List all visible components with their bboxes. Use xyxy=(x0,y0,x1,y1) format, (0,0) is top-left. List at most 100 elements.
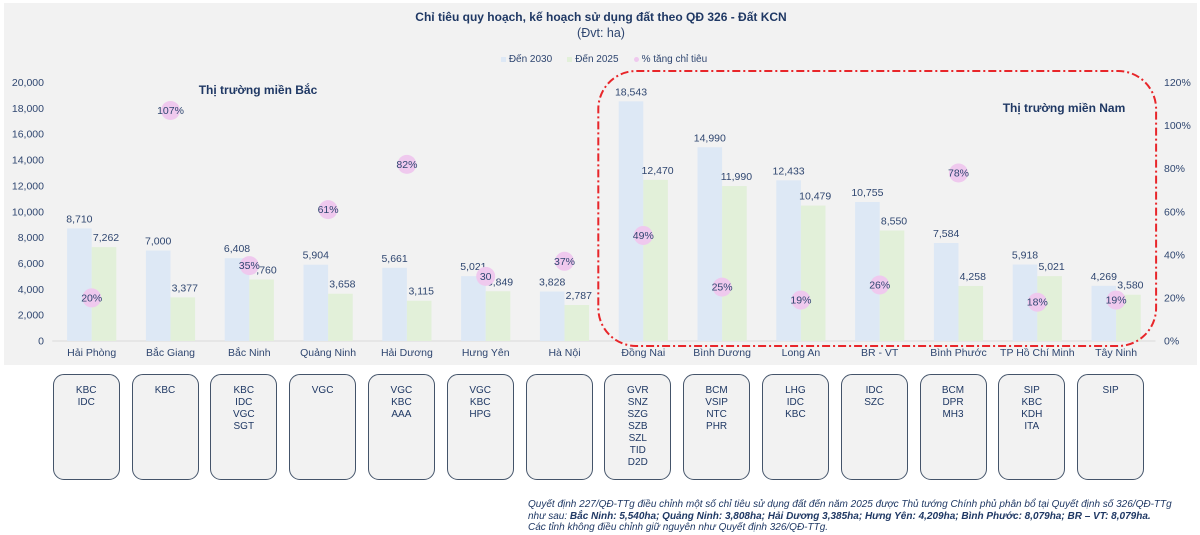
ticker-label: KDH xyxy=(1021,409,1043,420)
data-label-2030: 4,269 xyxy=(1091,271,1117,283)
percent-increase-marker xyxy=(712,277,732,297)
data-label-2030: 14,990 xyxy=(694,132,726,144)
x-axis-category-label: Đồng Nai xyxy=(621,347,665,359)
ticker-label: IDC xyxy=(865,385,883,396)
x-axis-category-label: Bình Phước xyxy=(930,347,987,359)
ticker-label: KBC xyxy=(233,385,255,396)
y-axis-tick-label: 10,000 xyxy=(12,206,44,218)
y-axis-tick-label: 0 xyxy=(38,336,44,348)
percent-increase-marker xyxy=(1027,292,1047,312)
ticker-list: IDC SZC xyxy=(842,375,907,409)
ticker-label: IDC xyxy=(235,397,253,408)
percent-increase-label: 30 xyxy=(480,271,492,283)
legend-item-percent-increase: % tăng chỉ tiêu xyxy=(633,53,707,66)
ticker-label: SGT xyxy=(233,421,255,432)
bar-2030 xyxy=(776,180,801,341)
bar-2030 xyxy=(382,267,407,341)
percent-increase-label: 25% xyxy=(712,282,733,294)
percent-increase-label: 82% xyxy=(396,159,417,171)
percent-increase-marker xyxy=(870,275,890,295)
y-axis-tick-label: 20,000 xyxy=(12,77,44,89)
ticker-box: VGC xyxy=(289,374,357,480)
ticker-label: ITA xyxy=(1024,421,1040,432)
ticker-label: LHG xyxy=(785,385,806,396)
data-label-2025: 10,479 xyxy=(799,191,831,203)
ticker-list: KBC IDC VGC SGT xyxy=(211,375,276,433)
ticker-label: KBC xyxy=(391,397,412,408)
y2-axis-tick-label: 120% xyxy=(1164,77,1191,89)
footnote-line: Các tỉnh không điều chỉnh giữ nguyên như… xyxy=(528,522,1172,534)
ticker-label: SIP xyxy=(1102,385,1119,396)
bar-2025 xyxy=(800,205,826,341)
ticker-box: IDC SZC xyxy=(840,374,908,480)
y-axis-tick-label: 4,000 xyxy=(18,284,44,296)
y2-axis-tick-label: 20% xyxy=(1164,292,1185,304)
ticker-label: IDC xyxy=(77,397,95,408)
bar-2030 xyxy=(145,250,171,341)
ticker-list: LHG IDC KBC xyxy=(763,375,828,421)
legend-marker-percent-increase xyxy=(633,57,639,62)
data-label-2030: 6,408 xyxy=(224,243,250,255)
data-label-2030: 8,710 xyxy=(66,213,92,225)
chart-subtitle: (Đvt: ha) xyxy=(577,26,625,40)
x-axis-category-label: Bình Dương xyxy=(693,347,751,359)
ticker-label: KBC xyxy=(154,385,176,396)
percent-increase-marker xyxy=(318,200,338,220)
ticker-list: SIP KBC KDH ITA xyxy=(999,375,1064,433)
bar-2025 xyxy=(485,291,511,341)
ticker-list: VGC KBC AAA xyxy=(369,375,434,421)
ticker-label: SNZ xyxy=(627,397,648,408)
ticker-list: VGC xyxy=(290,375,355,397)
ticker-box: KBC IDC xyxy=(52,374,120,480)
y2-axis-tick-label: 40% xyxy=(1164,249,1185,261)
bar-2025 xyxy=(249,279,274,341)
y-axis-tick-label: 2,000 xyxy=(18,310,44,322)
ticker-box xyxy=(525,374,593,480)
ticker-label: VSIP xyxy=(705,397,728,408)
percent-increase-marker xyxy=(949,163,968,183)
percent-increase-marker xyxy=(239,256,259,276)
ticker-label: KBC xyxy=(1021,397,1043,408)
x-axis-category-label: BR - VT xyxy=(861,347,899,359)
ticker-label: DPR xyxy=(942,397,964,408)
ticker-label: BCM xyxy=(705,385,728,396)
percent-increase-marker xyxy=(791,290,811,310)
y2-axis-tick-label: 60% xyxy=(1164,206,1185,218)
data-label-2030: 5,904 xyxy=(303,250,329,262)
data-label-2030: 5,661 xyxy=(381,253,407,265)
ticker-label: VGC xyxy=(311,385,334,396)
bar-2025 xyxy=(564,304,590,341)
ticker-label: KBC xyxy=(469,397,491,408)
ticker-label: IDC xyxy=(786,397,804,408)
chart-title: Chỉ tiêu quy hoạch, kế hoạch sử dụng đất… xyxy=(415,10,787,24)
ticker-box: KBC IDC VGC SGT xyxy=(210,374,278,480)
bar-2025 xyxy=(958,285,984,341)
bar-2030 xyxy=(855,201,880,341)
percent-increase-marker xyxy=(82,288,102,308)
legend-label-2030: Đến 2030 xyxy=(508,54,553,65)
data-label-2030: 7,584 xyxy=(933,228,959,240)
ticker-list xyxy=(527,375,592,385)
y-axis-tick-label: 14,000 xyxy=(12,155,44,167)
bar-2030 xyxy=(618,101,644,341)
percent-increase-label: 107% xyxy=(157,105,184,117)
data-label-2030: 3,828 xyxy=(539,277,565,289)
bar-2030 xyxy=(933,242,959,341)
data-label-2030: 12,433 xyxy=(773,165,805,177)
data-label-2025: 12,470 xyxy=(642,165,674,177)
percent-increase-label: 78% xyxy=(948,167,969,179)
footnote-text: Quyết định 227/QĐ-TTg điều chỉnh một số … xyxy=(528,499,1172,510)
y-axis-tick-label: 18,000 xyxy=(12,103,44,115)
x-axis-category-label: Bắc Giang xyxy=(146,346,195,359)
footnote-text: như sau: xyxy=(528,510,570,522)
ticker-list: GVR SNZ SZG SZB SZL TID D2D xyxy=(605,375,670,469)
percent-increase-label: 26% xyxy=(869,279,890,291)
ticker-label: SZG xyxy=(627,409,649,420)
ticker-label: BCM xyxy=(941,385,965,396)
percent-increase-label: 61% xyxy=(318,204,339,216)
data-label-2025: 4,258 xyxy=(960,271,986,283)
data-label-2025: 3,658 xyxy=(329,279,355,291)
ticker-box: SIP xyxy=(1077,374,1145,480)
region-label-south: Thị trường miền Nam xyxy=(1003,101,1126,115)
region-label-north: Thị trường miền Bắc xyxy=(199,82,318,97)
